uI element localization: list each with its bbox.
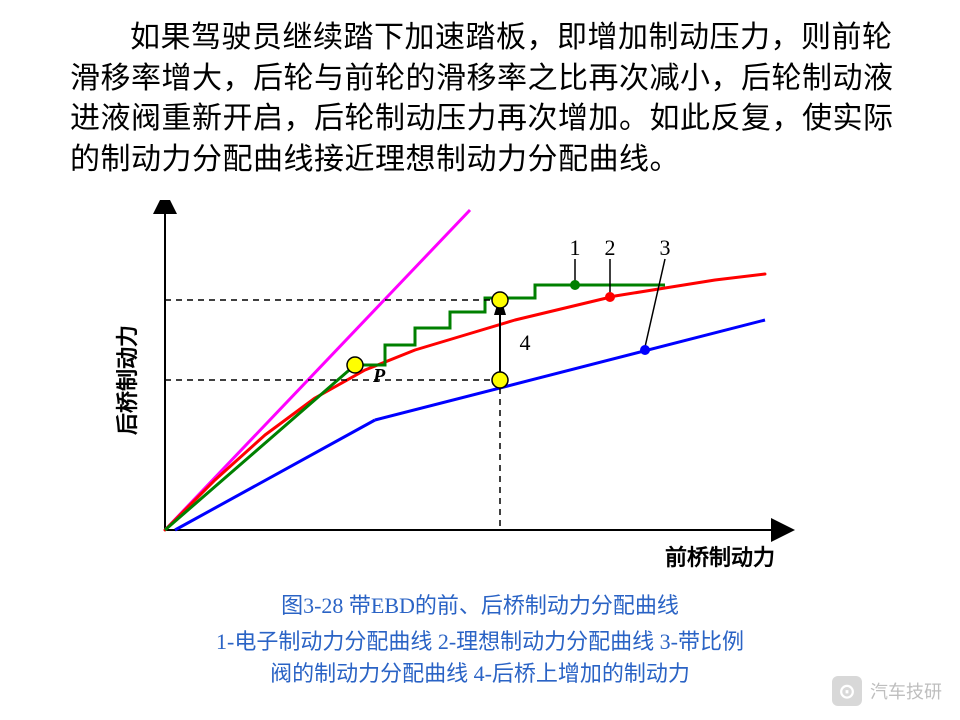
page: 如果驾驶员继续踏下加速踏板，即增加制动压力，则前轮滑移率增大，后轮与前轮的滑移率… bbox=[0, 0, 960, 720]
svg-text:2: 2 bbox=[605, 235, 616, 260]
wechat-glyph: ⊙ bbox=[839, 679, 856, 704]
svg-text:P: P bbox=[372, 365, 386, 387]
watermark-text: 汽车技研 bbox=[870, 678, 942, 704]
svg-text:1: 1 bbox=[570, 235, 581, 260]
wechat-icon: ⊙ bbox=[832, 676, 862, 706]
caption-line1: 1-电子制动力分配曲线 2-理想制动力分配曲线 3-带比例 bbox=[140, 626, 820, 658]
caption-line2: 阀的制动力分配曲线 4-后桥上增加的制动力 bbox=[140, 658, 820, 690]
watermark: ⊙ 汽车技研 bbox=[832, 676, 942, 706]
caption-title: 图3-28 带EBD的前、后桥制动力分配曲线 bbox=[140, 590, 820, 622]
svg-text:4: 4 bbox=[520, 330, 531, 355]
svg-text:前桥制动力: 前桥制动力 bbox=[665, 545, 775, 570]
figure-caption: 图3-28 带EBD的前、后桥制动力分配曲线 1-电子制动力分配曲线 2-理想制… bbox=[140, 590, 820, 690]
body-paragraph: 如果驾驶员继续踏下加速踏板，即增加制动压力，则前轮滑移率增大，后轮与前轮的滑移率… bbox=[70, 18, 900, 180]
chart-container: 前桥制动力 后桥制动力 12 3 4 P bbox=[105, 200, 805, 580]
chart-svg: 前桥制动力 后桥制动力 12 3 4 P bbox=[105, 200, 805, 580]
svg-text:后桥制动力: 后桥制动力 bbox=[115, 325, 140, 435]
paragraph-text: 如果驾驶员继续踏下加速踏板，即增加制动压力，则前轮滑移率增大，后轮与前轮的滑移率… bbox=[70, 18, 900, 180]
svg-text:3: 3 bbox=[660, 235, 671, 260]
